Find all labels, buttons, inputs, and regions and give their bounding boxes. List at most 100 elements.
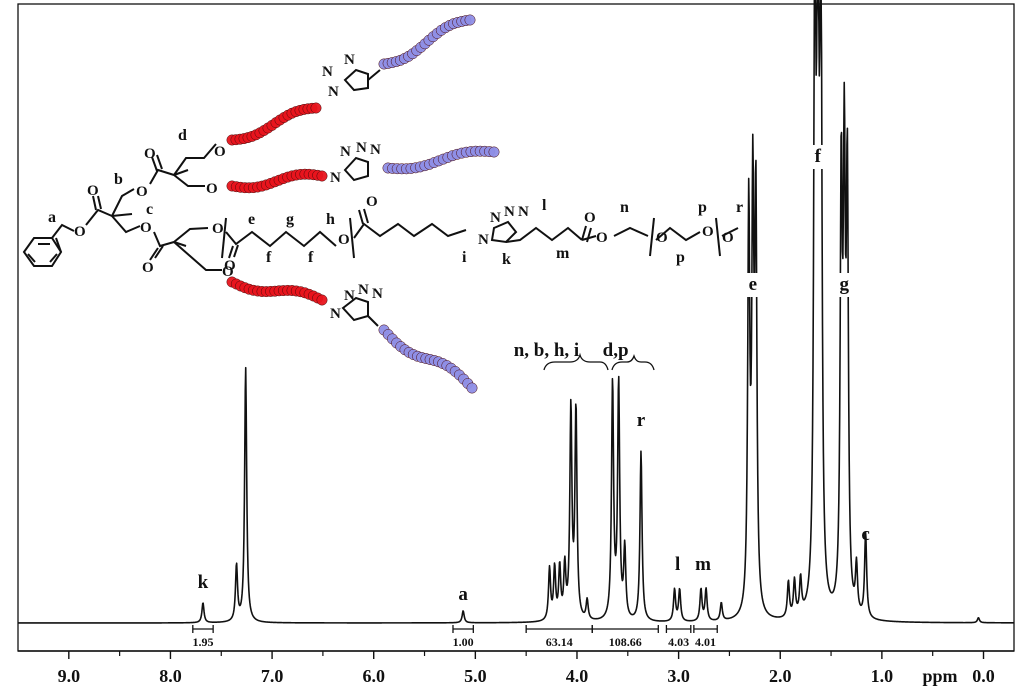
peak-label: k bbox=[198, 572, 209, 593]
integral-marker: 4.03 bbox=[665, 625, 692, 649]
integral-marker: 108.66 bbox=[591, 625, 659, 649]
position-label: k bbox=[502, 251, 511, 268]
peg-chain-middle bbox=[382, 145, 500, 175]
peak-label: e bbox=[749, 274, 757, 295]
position-label: n bbox=[620, 199, 629, 216]
atom-oxygen: O bbox=[338, 232, 350, 248]
atom-nitrogen: N bbox=[372, 286, 383, 302]
atom-nitrogen: N bbox=[490, 210, 501, 226]
position-label: d bbox=[178, 127, 187, 144]
bead bbox=[310, 102, 322, 114]
atom-nitrogen: N bbox=[478, 232, 489, 248]
peak-label: d,p bbox=[603, 340, 629, 361]
polymer-bead-chains bbox=[226, 14, 500, 394]
atom-oxygen: O bbox=[206, 181, 218, 197]
atom-oxygen: O bbox=[214, 144, 226, 160]
peak-label: f bbox=[815, 146, 822, 167]
atom-oxygen: O bbox=[702, 224, 714, 240]
x-tick-label: 8.0 bbox=[159, 666, 182, 686]
peak-label: c bbox=[861, 524, 869, 545]
atom-oxygen: O bbox=[212, 221, 224, 237]
atom-nitrogen: N bbox=[518, 204, 529, 220]
x-tick-label: 4.0 bbox=[566, 666, 589, 686]
atom-nitrogen: N bbox=[358, 282, 369, 298]
atom-nitrogen: N bbox=[344, 52, 355, 68]
x-axis-tick-labels: 9.0 8.0 7.0 6.0 5.0 4.0 3.0 2.0 1.0 0.0 bbox=[58, 666, 995, 686]
bead bbox=[464, 14, 476, 26]
x-tick-label: 0.0 bbox=[972, 666, 995, 686]
atom-nitrogen: N bbox=[328, 84, 339, 100]
position-label: i bbox=[462, 249, 467, 266]
bead bbox=[488, 146, 500, 158]
position-label: m bbox=[556, 245, 570, 262]
structure-position-labels: a b c d e f g f h i k l m n p p r bbox=[48, 127, 743, 268]
atom-nitrogen: N bbox=[356, 140, 367, 156]
atom-oxygen: O bbox=[222, 264, 234, 280]
position-label: p bbox=[698, 199, 707, 216]
atom-oxygen: O bbox=[224, 258, 236, 274]
integral-value: 1.95 bbox=[192, 635, 213, 649]
x-axis-ticks bbox=[68, 651, 985, 659]
x-tick-label: 9.0 bbox=[58, 666, 81, 686]
atom-nitrogen: N bbox=[330, 170, 341, 186]
atom-oxygen: O bbox=[584, 210, 596, 226]
integral-value: 4.01 bbox=[695, 635, 716, 649]
position-label: a bbox=[48, 209, 56, 226]
atom-oxygen: O bbox=[596, 230, 608, 246]
atom-nitrogen: N bbox=[330, 306, 341, 322]
integral-marker: 1.95 bbox=[192, 625, 214, 649]
position-label: c bbox=[146, 201, 153, 218]
x-tick-label: 7.0 bbox=[261, 666, 284, 686]
position-label: f bbox=[266, 249, 272, 266]
peak-label: l bbox=[675, 554, 680, 575]
bracket-nbhi bbox=[543, 352, 609, 371]
position-label: f bbox=[308, 249, 314, 266]
position-label: r bbox=[736, 199, 743, 216]
atom-oxygen: O bbox=[136, 184, 148, 200]
x-tick-label: 5.0 bbox=[464, 666, 487, 686]
atom-oxygen: O bbox=[144, 146, 156, 162]
position-label: e bbox=[248, 211, 255, 228]
position-label: h bbox=[326, 211, 335, 228]
integrals: 1.95 1.00 63.14 108.66 4.03 4.01 bbox=[192, 625, 718, 649]
atom-oxygen: O bbox=[87, 183, 99, 199]
benzene-ring bbox=[22, 237, 63, 267]
x-tick-label: 6.0 bbox=[362, 666, 385, 686]
atom-nitrogen: N bbox=[504, 204, 515, 220]
atom-oxygen: O bbox=[722, 230, 734, 246]
pcl-chain-upper bbox=[226, 102, 322, 146]
position-label: p bbox=[676, 249, 685, 266]
integral-marker: 4.01 bbox=[693, 625, 718, 649]
integral-value: 4.03 bbox=[668, 635, 689, 649]
position-label: b bbox=[114, 171, 123, 188]
peak-label: n, b, h, i bbox=[514, 340, 579, 361]
peak-label-background bbox=[833, 273, 856, 297]
peak-label-background bbox=[806, 145, 829, 169]
peg-chain-upper bbox=[378, 14, 476, 70]
pcl-chain-lower bbox=[226, 276, 328, 306]
atom-nitrogen: N bbox=[340, 144, 351, 160]
chemical-structure bbox=[22, 68, 739, 327]
peak-label: r bbox=[637, 410, 646, 431]
atom-oxygen: O bbox=[142, 260, 154, 276]
bracket-dp bbox=[611, 353, 655, 371]
pcl-chain-middle bbox=[226, 168, 328, 194]
position-label: g bbox=[286, 211, 294, 228]
peak-label-background bbox=[741, 273, 764, 297]
atom-oxygen: O bbox=[656, 230, 668, 246]
structure-atoms: O O O O O O O O O O O O O O O O O O N N … bbox=[74, 52, 734, 322]
peak-label: m bbox=[695, 554, 711, 575]
atom-oxygen: O bbox=[140, 220, 152, 236]
x-axis-unit-label: ppm bbox=[922, 666, 957, 686]
peg-chain-lower bbox=[378, 324, 478, 394]
x-tick-label: 1.0 bbox=[871, 666, 894, 686]
atom-oxygen: O bbox=[366, 194, 378, 210]
peak-label: g bbox=[840, 274, 850, 295]
atom-nitrogen: N bbox=[322, 64, 333, 80]
atom-oxygen: O bbox=[74, 224, 86, 240]
integral-value: 63.14 bbox=[546, 635, 573, 649]
integral-marker: 1.00 bbox=[452, 625, 474, 649]
x-tick-label: 3.0 bbox=[667, 666, 690, 686]
